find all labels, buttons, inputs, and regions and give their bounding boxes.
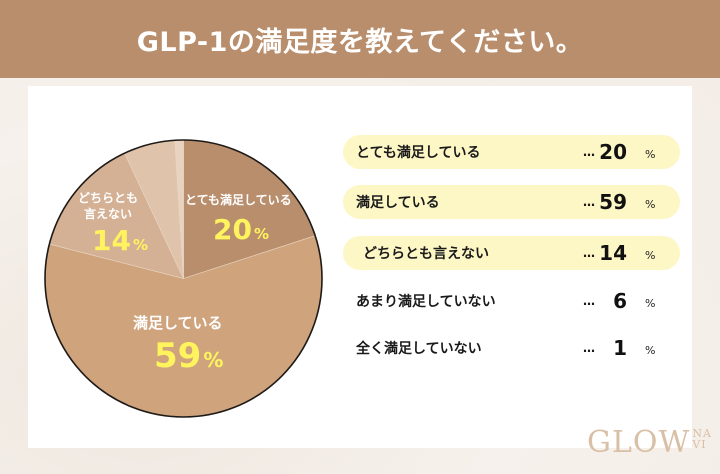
title-banner: GLP-1の満足度を教えてください。 [0, 0, 720, 78]
slice-pct-very-satisfied: 20% [213, 213, 269, 246]
legend-row-not-satisfied-at-all: 全く満足していない … 1 % [356, 336, 656, 360]
page-title: GLP-1の満足度を教えてください。 [136, 26, 584, 58]
legend-row-satisfied: 満足している … 59 % [343, 185, 680, 219]
pie-outline [44, 139, 323, 418]
slice-label-neutral: どちらとも 言えない [78, 191, 139, 222]
slice-label-satisfied: 満足している [133, 314, 223, 332]
slice-label-very-satisfied: とても満足している [185, 193, 292, 207]
legend-row-neutral: どちらとも言えない … 14 % [343, 236, 680, 270]
legend-row-not-very-satisfied: あまり満足していない … 6 % [356, 289, 656, 313]
brand-logo: GLOW NA VI [587, 425, 712, 460]
slice-pct-satisfied: 59% [154, 336, 224, 376]
legend-row-very-satisfied: とても満足している … 20 % [343, 135, 680, 169]
pie-chart [43, 138, 324, 419]
pie-graphic [44, 139, 323, 418]
slice-pct-neutral: 14% [92, 224, 148, 257]
